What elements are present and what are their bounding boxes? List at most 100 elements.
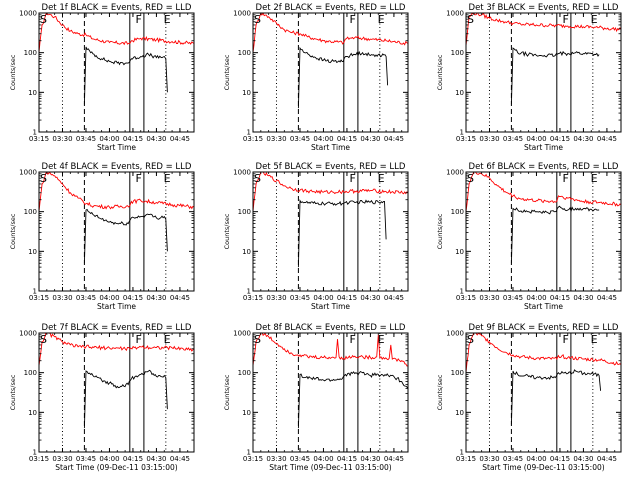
lld-series-line: [466, 172, 621, 212]
events-series-line: [83, 369, 168, 429]
lld-series-line: [39, 13, 194, 53]
x-tick-label: 04:15: [550, 294, 570, 302]
x-tick-label: 04:00: [99, 455, 119, 463]
x-tick-label: 03:15: [243, 455, 263, 463]
y-tick-label: 1: [460, 288, 464, 296]
time-marker-label-e: E: [164, 333, 171, 346]
x-tick-label: 03:45: [290, 455, 310, 463]
events-series-line: [510, 205, 600, 264]
y-axis-title: Counts/sec: [9, 213, 17, 249]
x-tick-label: 04:15: [337, 455, 357, 463]
panel-title: Det 9f BLACK = Events, RED = LLD: [469, 323, 619, 333]
x-tick-label: 04:45: [384, 455, 404, 463]
x-tick-label: 04:45: [597, 135, 617, 143]
y-axis-title: Counts/sec: [223, 54, 231, 90]
plot-frame: [38, 332, 195, 453]
x-axis-title: Start Time: [311, 143, 350, 152]
x-tick-label: 04:15: [337, 294, 357, 302]
x-tick-label: 04:15: [123, 455, 143, 463]
y-tick-label: 1: [460, 129, 464, 137]
lld-series-line: [466, 13, 621, 46]
x-tick-label: 04:45: [170, 294, 190, 302]
y-tick-label: 10: [28, 248, 37, 256]
x-tick-label: 03:15: [29, 455, 49, 463]
x-tick-label: 03:30: [266, 135, 286, 143]
y-tick-label: 1: [247, 449, 251, 457]
x-tick-label: 04:00: [526, 135, 546, 143]
time-marker-label-f: F: [563, 172, 569, 185]
x-tick-label: 04:45: [170, 455, 190, 463]
y-tick-label: 100: [24, 369, 37, 377]
y-tick-label: 100: [451, 369, 464, 377]
time-marker-label-f: F: [563, 13, 569, 26]
plot-frame: [38, 12, 195, 133]
time-marker-label-s: S: [254, 13, 261, 26]
x-tick-label: 04:00: [526, 455, 546, 463]
y-tick-label: 10: [242, 89, 251, 97]
x-tick-label: 04:15: [123, 135, 143, 143]
panel-title: Det 6f BLACK = Events, RED = LLD: [469, 162, 619, 172]
x-tick-label: 03:30: [479, 455, 499, 463]
y-axis-title: Counts/sec: [223, 213, 231, 249]
y-tick-label: 100: [24, 208, 37, 216]
x-tick-label: 03:30: [52, 135, 72, 143]
x-axis-title: Start Time: [97, 302, 136, 311]
events-series-line: [510, 369, 602, 425]
x-tick-label: 03:45: [76, 135, 96, 143]
y-tick-label: 100: [451, 208, 464, 216]
time-marker-label-f: F: [136, 172, 142, 185]
y-tick-label: 1000: [19, 10, 37, 18]
y-tick-label: 10: [242, 248, 251, 256]
events-series-line: [510, 47, 600, 105]
time-marker-label-e: E: [378, 172, 385, 185]
y-tick-label: 100: [451, 49, 464, 57]
y-tick-label: 1000: [19, 169, 37, 177]
x-tick-label: 03:30: [266, 455, 286, 463]
x-tick-label: 03:15: [29, 294, 49, 302]
x-tick-label: 04:30: [146, 294, 166, 302]
x-tick-label: 03:15: [243, 135, 263, 143]
time-marker-label-e: E: [378, 333, 385, 346]
time-marker-label-s: S: [467, 172, 474, 185]
time-marker-label-e: E: [164, 13, 171, 26]
y-tick-label: 1: [247, 288, 251, 296]
panel-title: Det 5f BLACK = Events, RED = LLD: [256, 162, 406, 172]
x-tick-label: 04:45: [384, 294, 404, 302]
plot-frame: [252, 171, 409, 292]
plot-frame: [465, 171, 622, 292]
time-marker-label-e: E: [378, 13, 385, 26]
lld-series-line: [253, 333, 408, 367]
x-tick-label: 03:45: [503, 294, 523, 302]
y-tick-label: 1000: [446, 330, 464, 338]
events-series-line: [297, 46, 389, 109]
panel-title: Det 3f BLACK = Events, RED = LLD: [469, 3, 619, 13]
y-axis-title: Counts/sec: [436, 54, 444, 90]
x-axis-title: Start Time (09-Dec-11 03:15:00): [55, 463, 177, 472]
y-axis-title: Counts/sec: [223, 374, 231, 410]
lld-series-line: [253, 13, 408, 53]
y-tick-label: 10: [242, 409, 251, 417]
y-tick-label: 1000: [446, 169, 464, 177]
events-series-line: [297, 198, 387, 268]
y-tick-label: 1: [33, 129, 37, 137]
x-tick-label: 03:30: [479, 135, 499, 143]
panel-title: Det 8f BLACK = Events, RED = LLD: [256, 323, 406, 333]
x-tick-label: 03:45: [76, 294, 96, 302]
x-tick-label: 04:45: [384, 135, 404, 143]
x-tick-label: 03:15: [456, 135, 476, 143]
time-marker-label-s: S: [254, 172, 261, 185]
time-marker-label-f: F: [136, 13, 142, 26]
panel-det-3: Det 3f BLACK = Events, RED = LLD 03:15 03:…: [436, 3, 622, 152]
x-tick-label: 04:30: [573, 294, 593, 302]
x-tick-label: 04:30: [360, 294, 380, 302]
plot-frame: [465, 12, 622, 133]
y-axis-title: Counts/sec: [436, 374, 444, 410]
time-marker-label-f: F: [136, 333, 142, 346]
y-tick-label: 10: [28, 409, 37, 417]
time-marker-label-s: S: [40, 172, 47, 185]
x-tick-label: 04:30: [146, 135, 166, 143]
